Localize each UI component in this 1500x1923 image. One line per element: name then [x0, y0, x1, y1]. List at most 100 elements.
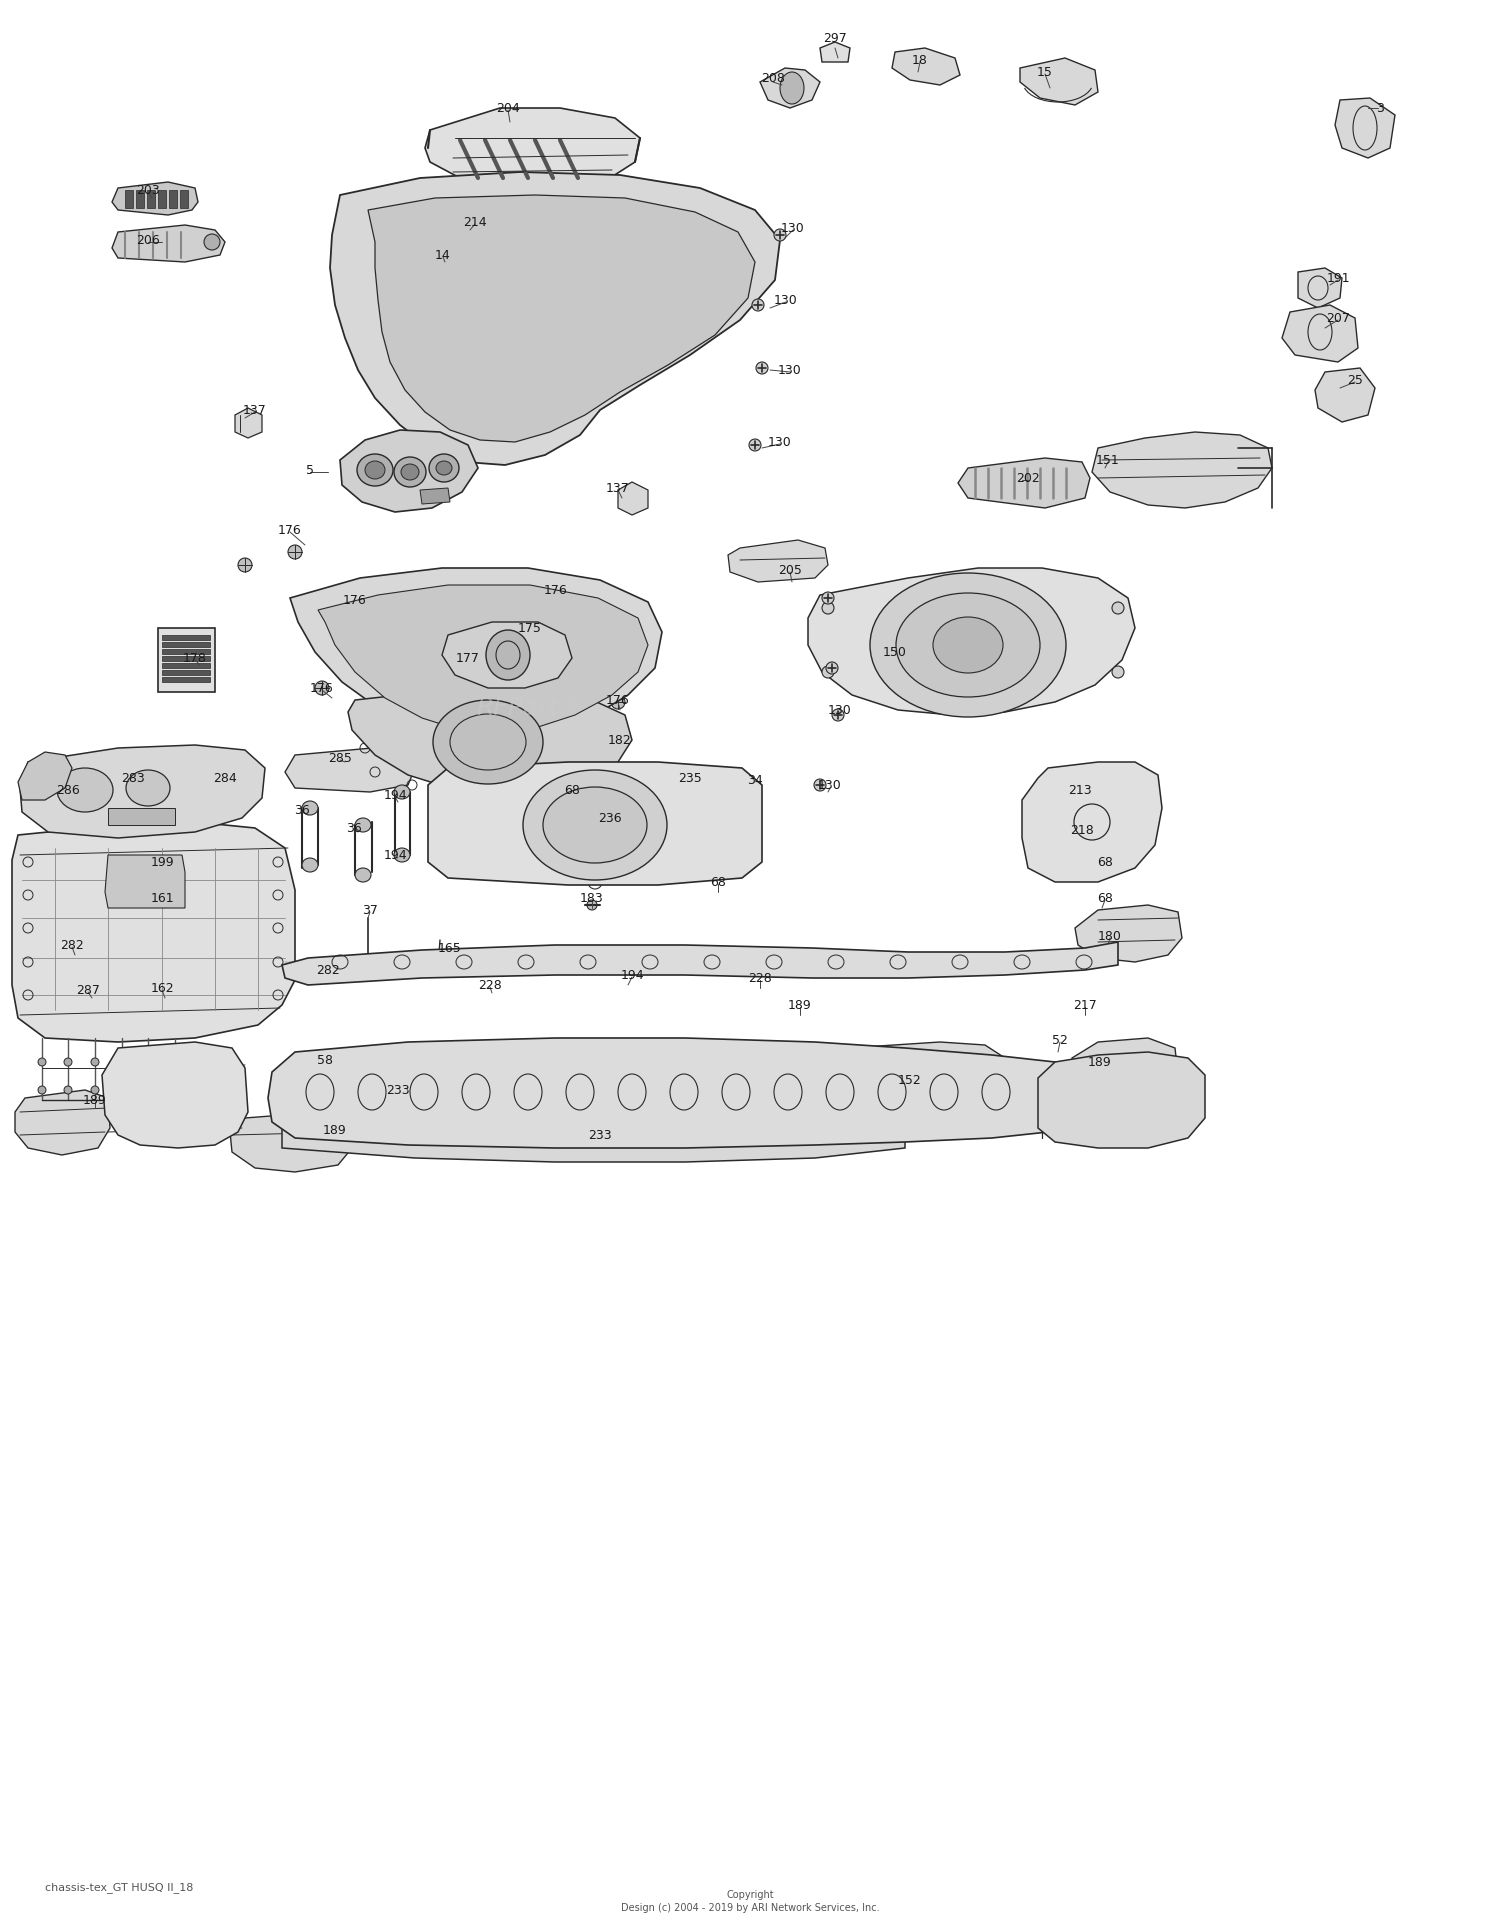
Polygon shape: [112, 183, 198, 215]
Text: 3: 3: [1376, 102, 1384, 115]
Ellipse shape: [542, 790, 549, 798]
Ellipse shape: [302, 802, 318, 815]
Text: 161: 161: [150, 892, 174, 904]
Ellipse shape: [1089, 856, 1095, 862]
Ellipse shape: [1112, 665, 1124, 679]
Ellipse shape: [357, 454, 393, 487]
Ellipse shape: [92, 1086, 99, 1094]
Text: 233: 233: [386, 1083, 410, 1096]
Ellipse shape: [436, 462, 451, 475]
Polygon shape: [15, 1090, 110, 1156]
Ellipse shape: [171, 1086, 178, 1094]
Text: Copyright: Copyright: [726, 1890, 774, 1900]
Polygon shape: [958, 458, 1090, 508]
Text: 189: 189: [788, 998, 812, 1011]
Ellipse shape: [933, 617, 1004, 673]
Text: 287: 287: [76, 983, 101, 996]
Ellipse shape: [644, 790, 652, 798]
Polygon shape: [427, 762, 762, 885]
Text: 151: 151: [1096, 454, 1120, 467]
Polygon shape: [1335, 98, 1395, 158]
Ellipse shape: [833, 710, 844, 721]
Polygon shape: [1298, 267, 1342, 308]
Ellipse shape: [698, 804, 706, 812]
Text: 68: 68: [1096, 856, 1113, 869]
Ellipse shape: [542, 854, 549, 862]
Text: 205: 205: [778, 563, 802, 577]
Ellipse shape: [610, 694, 626, 710]
Polygon shape: [162, 635, 210, 640]
Text: 18: 18: [912, 54, 928, 67]
Ellipse shape: [356, 817, 370, 833]
Text: 14: 14: [435, 248, 451, 262]
Polygon shape: [268, 1038, 1068, 1148]
Ellipse shape: [171, 1058, 178, 1065]
Text: 165: 165: [438, 942, 462, 954]
Ellipse shape: [484, 804, 492, 812]
Text: 194: 194: [382, 788, 406, 802]
Text: 189: 189: [82, 1094, 106, 1106]
Ellipse shape: [822, 592, 834, 604]
Text: 34: 34: [747, 773, 764, 787]
Ellipse shape: [586, 900, 597, 910]
Text: 203: 203: [136, 183, 160, 196]
Polygon shape: [158, 629, 214, 692]
Polygon shape: [162, 669, 210, 675]
Text: 5: 5: [306, 463, 314, 477]
Text: 282: 282: [60, 938, 84, 952]
Text: 207: 207: [1326, 312, 1350, 325]
Polygon shape: [162, 663, 210, 667]
Text: 283: 283: [122, 771, 146, 785]
Ellipse shape: [64, 1086, 72, 1094]
Text: 178: 178: [183, 652, 207, 665]
Ellipse shape: [482, 592, 495, 608]
Polygon shape: [282, 1079, 904, 1161]
Polygon shape: [162, 656, 210, 662]
Text: 180: 180: [1098, 929, 1122, 942]
Ellipse shape: [400, 463, 418, 481]
Polygon shape: [618, 483, 648, 515]
Text: 130: 130: [782, 221, 806, 235]
Text: 15: 15: [1036, 65, 1053, 79]
Ellipse shape: [64, 1058, 72, 1065]
Polygon shape: [760, 67, 820, 108]
Polygon shape: [442, 621, 572, 688]
Polygon shape: [822, 1042, 1005, 1121]
Text: 130: 130: [818, 779, 842, 792]
Text: 68: 68: [1096, 892, 1113, 904]
Text: 199: 199: [150, 856, 174, 869]
Ellipse shape: [92, 1058, 99, 1065]
Text: 189: 189: [1088, 1056, 1112, 1069]
Polygon shape: [318, 585, 648, 733]
Text: 130: 130: [828, 704, 852, 717]
Polygon shape: [124, 190, 134, 208]
Ellipse shape: [543, 787, 646, 863]
Text: 191: 191: [1326, 271, 1350, 285]
Text: 176: 176: [606, 694, 630, 706]
Ellipse shape: [118, 1058, 126, 1065]
Text: RFPart®: RFPart®: [477, 696, 584, 719]
Polygon shape: [12, 821, 296, 1042]
Polygon shape: [105, 856, 184, 908]
Text: 176: 176: [310, 681, 334, 694]
Polygon shape: [1076, 906, 1182, 962]
Polygon shape: [290, 567, 662, 742]
Polygon shape: [102, 1042, 248, 1148]
Ellipse shape: [1089, 819, 1095, 825]
Ellipse shape: [394, 848, 410, 862]
Ellipse shape: [57, 767, 112, 812]
Text: 68: 68: [710, 875, 726, 888]
Ellipse shape: [364, 462, 386, 479]
Polygon shape: [108, 808, 176, 825]
Ellipse shape: [748, 438, 760, 452]
Polygon shape: [112, 225, 225, 262]
Polygon shape: [348, 692, 632, 790]
Ellipse shape: [752, 298, 764, 312]
Polygon shape: [162, 648, 210, 654]
Text: 208: 208: [760, 71, 784, 85]
Polygon shape: [1316, 367, 1376, 421]
Text: 176: 176: [544, 583, 568, 596]
Text: 137: 137: [606, 481, 630, 494]
Ellipse shape: [756, 362, 768, 373]
Text: Design (c) 2004 - 2019 by ARI Network Services, Inc.: Design (c) 2004 - 2019 by ARI Network Se…: [621, 1904, 879, 1913]
